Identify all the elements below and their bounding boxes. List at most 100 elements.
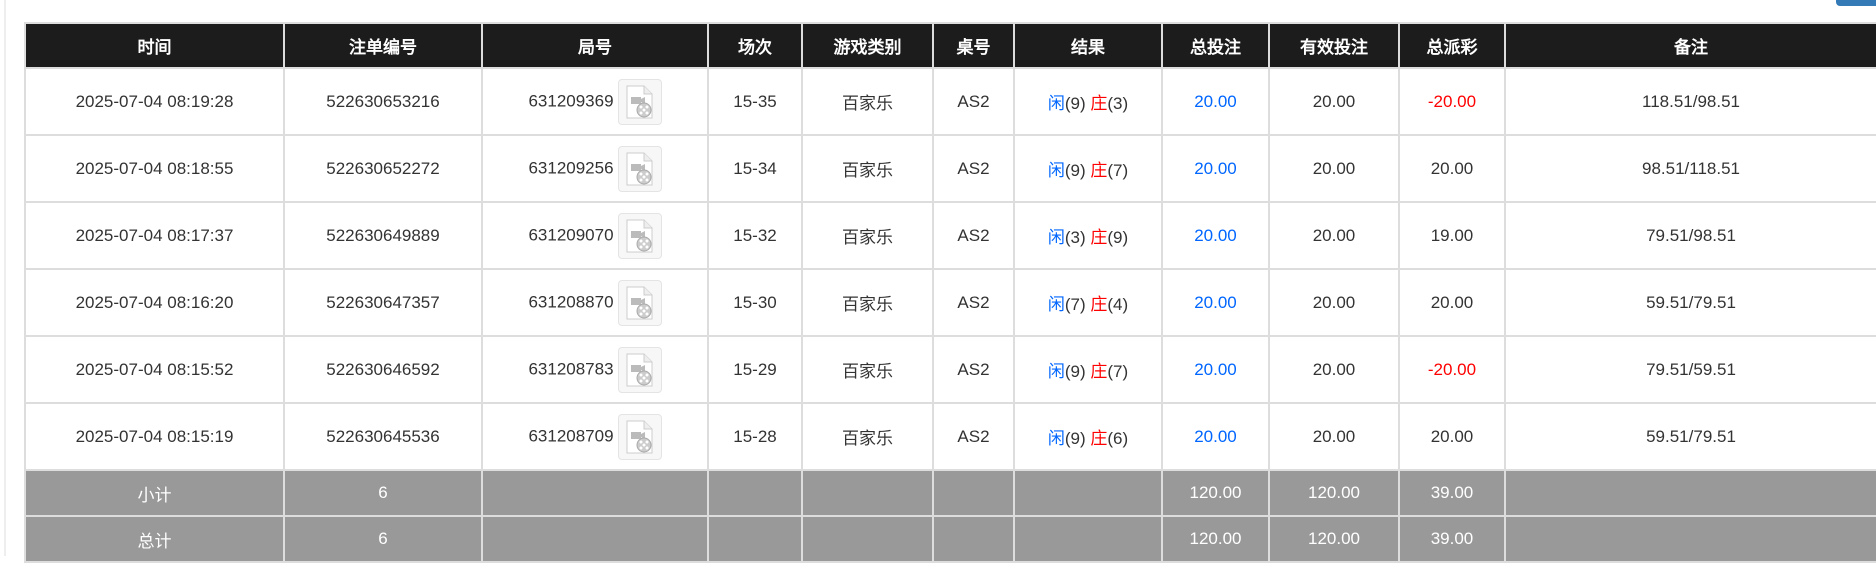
summary-count: 6	[283, 515, 483, 563]
cell-round: 631209070	[481, 201, 709, 270]
header-bet-id: 注单编号	[283, 22, 483, 69]
cell-game-type: 百家乐	[801, 201, 934, 270]
video-replay-icon[interactable]	[617, 145, 662, 192]
cell-total-bet: 20.00	[1161, 67, 1270, 136]
cell-session: 15-32	[707, 201, 803, 270]
cell-round: 631209369	[481, 67, 709, 136]
cell-note: 79.51/59.51	[1504, 335, 1876, 404]
cell-note: 79.51/98.51	[1504, 201, 1876, 270]
cell-valid-bet: 20.00	[1268, 335, 1400, 404]
player-label: 闲	[1047, 429, 1065, 448]
player-label: 闲	[1047, 161, 1065, 180]
round-number: 631208870	[528, 291, 614, 311]
banker-score: (4)	[1107, 295, 1129, 314]
video-replay-icon[interactable]	[617, 212, 662, 259]
cell-time: 2025-07-04 08:17:37	[24, 201, 285, 270]
cell-result: 闲(9) 庄(7)	[1013, 134, 1163, 203]
player-label: 闲	[1047, 228, 1065, 247]
cell-payout: 19.00	[1398, 201, 1506, 270]
header-table-no: 桌号	[932, 22, 1015, 69]
summary-payout: 39.00	[1398, 515, 1506, 563]
cell-table-no: AS2	[932, 402, 1015, 471]
video-replay-icon[interactable]	[617, 279, 662, 326]
bet-records-table: 时间 注单编号 局号 场次 游戏类别 桌号 结果 总投注 有效投注 总派彩 备注 2025-07-0…	[24, 22, 1876, 563]
cell-note: 59.51/79.51	[1504, 402, 1876, 471]
summary-label: 总计	[24, 515, 285, 563]
cell-bet-id: 522630646592	[283, 335, 483, 404]
table-row: 2025-07-04 08:19:28 522630653216 6312093…	[24, 67, 1876, 136]
cell-session: 15-34	[707, 134, 803, 203]
cell-time: 2025-07-04 08:18:55	[24, 134, 285, 203]
cell-round: 631208870	[481, 268, 709, 337]
round-number: 631209070	[528, 224, 614, 244]
top-right-button[interactable]	[1836, 0, 1876, 6]
cell-note: 59.51/79.51	[1504, 268, 1876, 337]
total-row: 总计 6 120.00 120.00 39.00	[24, 515, 1876, 563]
player-score: (3)	[1064, 228, 1086, 247]
cell-total-bet: 20.00	[1161, 134, 1270, 203]
cell-payout: -20.00	[1398, 67, 1506, 136]
banker-label: 庄	[1090, 94, 1108, 113]
round-number: 631208709	[528, 425, 614, 445]
summary-payout: 39.00	[1398, 469, 1506, 517]
cell-bet-id: 522630649889	[283, 201, 483, 270]
cell-note: 118.51/98.51	[1504, 67, 1876, 136]
cell-time: 2025-07-04 08:15:52	[24, 335, 285, 404]
cell-bet-id: 522630647357	[283, 268, 483, 337]
table-header-row: 时间 注单编号 局号 场次 游戏类别 桌号 结果 总投注 有效投注 总派彩 备注	[24, 22, 1876, 69]
banker-label: 庄	[1090, 161, 1108, 180]
summary-count: 6	[283, 469, 483, 517]
round-number: 631209256	[528, 157, 614, 177]
header-session: 场次	[707, 22, 803, 69]
banker-label: 庄	[1090, 228, 1108, 247]
video-replay-icon[interactable]	[617, 78, 662, 125]
video-replay-icon[interactable]	[617, 346, 662, 393]
subtotal-row: 小计 6 120.00 120.00 39.00	[24, 469, 1876, 517]
player-score: (9)	[1064, 94, 1086, 113]
cell-payout: 20.00	[1398, 268, 1506, 337]
table-row: 2025-07-04 08:16:20 522630647357 6312088…	[24, 268, 1876, 337]
header-result: 结果	[1013, 22, 1163, 69]
table-row: 2025-07-04 08:18:55 522630652272 6312092…	[24, 134, 1876, 203]
player-label: 闲	[1047, 295, 1065, 314]
banker-score: (9)	[1107, 228, 1129, 247]
cell-time: 2025-07-04 08:16:20	[24, 268, 285, 337]
player-label: 闲	[1047, 362, 1065, 381]
round-number: 631208783	[528, 358, 614, 378]
cell-result: 闲(9) 庄(7)	[1013, 335, 1163, 404]
cell-time: 2025-07-04 08:15:19	[24, 402, 285, 471]
player-score: (9)	[1064, 362, 1086, 381]
cell-game-type: 百家乐	[801, 134, 934, 203]
cell-game-type: 百家乐	[801, 67, 934, 136]
player-label: 闲	[1047, 94, 1065, 113]
cell-payout: 20.00	[1398, 134, 1506, 203]
cell-valid-bet: 20.00	[1268, 402, 1400, 471]
cell-valid-bet: 20.00	[1268, 134, 1400, 203]
banker-label: 庄	[1090, 295, 1108, 314]
cell-session: 15-29	[707, 335, 803, 404]
video-replay-icon[interactable]	[617, 413, 662, 460]
left-border	[4, 0, 6, 556]
banker-label: 庄	[1090, 429, 1108, 448]
cell-table-no: AS2	[932, 335, 1015, 404]
cell-session: 15-28	[707, 402, 803, 471]
header-note: 备注	[1504, 22, 1876, 69]
summary-total-bet: 120.00	[1161, 469, 1270, 517]
cell-valid-bet: 20.00	[1268, 268, 1400, 337]
header-valid-bet: 有效投注	[1268, 22, 1400, 69]
banker-label: 庄	[1090, 362, 1108, 381]
cell-round: 631208783	[481, 335, 709, 404]
header-payout: 总派彩	[1398, 22, 1506, 69]
cell-valid-bet: 20.00	[1268, 67, 1400, 136]
cell-payout: -20.00	[1398, 335, 1506, 404]
cell-result: 闲(9) 庄(6)	[1013, 402, 1163, 471]
cell-note: 98.51/118.51	[1504, 134, 1876, 203]
cell-session: 15-30	[707, 268, 803, 337]
player-score: (9)	[1064, 429, 1086, 448]
player-score: (7)	[1064, 295, 1086, 314]
cell-total-bet: 20.00	[1161, 335, 1270, 404]
cell-total-bet: 20.00	[1161, 402, 1270, 471]
table-row: 2025-07-04 08:15:52 522630646592 6312087…	[24, 335, 1876, 404]
cell-bet-id: 522630652272	[283, 134, 483, 203]
header-round: 局号	[481, 22, 709, 69]
